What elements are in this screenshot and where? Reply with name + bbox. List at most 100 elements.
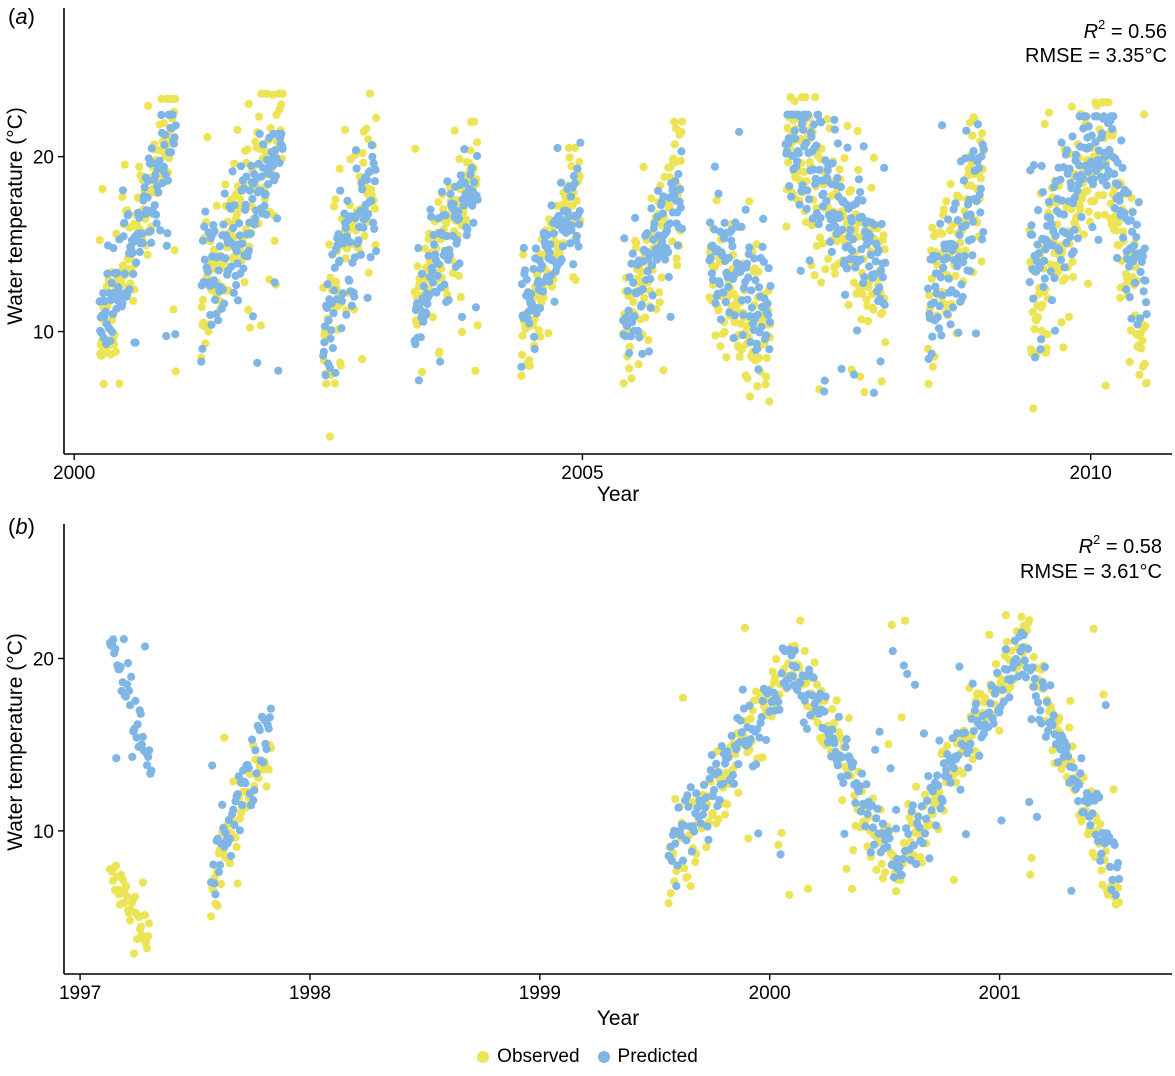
panel-a-point-observed bbox=[455, 155, 464, 164]
panel-a-point-predicted bbox=[337, 324, 346, 333]
panel-a-point-observed bbox=[670, 140, 679, 149]
panel-b-point-predicted bbox=[1076, 769, 1085, 778]
panel-b-point-predicted bbox=[210, 879, 219, 888]
panel-b-point-predicted bbox=[1075, 780, 1084, 789]
panel-a-point-observed bbox=[413, 320, 422, 329]
panel-a-point-observed bbox=[976, 174, 986, 183]
panel-a-point-predicted bbox=[1128, 208, 1137, 217]
panel-a-point-observed bbox=[371, 241, 380, 250]
panel-a-point-predicted bbox=[264, 180, 273, 189]
panel-b-point-predicted bbox=[259, 758, 268, 767]
panel-b-point-predicted bbox=[986, 699, 995, 708]
panel-a-point-predicted bbox=[826, 237, 835, 246]
panel-b-point-predicted bbox=[1044, 726, 1053, 735]
panel-a-point-observed bbox=[359, 158, 368, 167]
panel-a-point-predicted bbox=[1141, 298, 1151, 307]
panel-a-point-predicted bbox=[473, 195, 482, 204]
panel-b-point-observed bbox=[1097, 866, 1106, 875]
panel-a-point-observed bbox=[1125, 357, 1134, 366]
panel-a-point-predicted bbox=[156, 226, 165, 235]
panel-a-point-observed bbox=[570, 143, 580, 152]
panel-a-point-predicted bbox=[1125, 293, 1134, 302]
panel-a-point-predicted bbox=[129, 270, 138, 279]
panel-a-point-predicted bbox=[547, 201, 556, 210]
panel-b-point-predicted bbox=[233, 790, 242, 799]
panel-a-point-observed bbox=[572, 196, 581, 205]
panel-b-point-predicted bbox=[862, 780, 871, 789]
panel-a-point-predicted bbox=[239, 264, 248, 273]
panel-b-point-predicted bbox=[116, 662, 125, 671]
panel-a-point-predicted bbox=[536, 304, 545, 313]
panel-a-point-predicted bbox=[103, 269, 112, 278]
panel-b-point-predicted bbox=[255, 726, 264, 735]
panel-a-point-predicted bbox=[1131, 278, 1140, 287]
panel-a-point-predicted bbox=[866, 231, 875, 240]
panel-a-point-observed bbox=[244, 99, 253, 109]
panel-a-point-predicted bbox=[643, 267, 652, 276]
panel-a-point-predicted bbox=[729, 334, 738, 343]
panel-a-point-observed bbox=[641, 313, 650, 322]
panel-a-point-observed bbox=[99, 379, 108, 389]
panel-a-point-predicted bbox=[368, 152, 377, 161]
panel-a-point-predicted bbox=[446, 189, 455, 199]
panel-a-point-predicted bbox=[871, 257, 880, 266]
panel-b-point-predicted bbox=[1062, 742, 1072, 751]
panel-b-point-predicted bbox=[892, 824, 901, 833]
panel-a-point-observed bbox=[710, 263, 720, 272]
panel-a-point-predicted bbox=[335, 256, 344, 265]
panel-a-point-predicted bbox=[414, 244, 423, 253]
panel-a-point-predicted bbox=[820, 387, 829, 396]
panel-a-point-observed bbox=[517, 371, 526, 380]
panel-a-point-predicted bbox=[232, 247, 241, 256]
panel-a-r2: R2 = 0.56 bbox=[1084, 17, 1167, 43]
panel-a-point-predicted bbox=[124, 210, 133, 219]
panel-b-point-predicted bbox=[895, 862, 904, 871]
panel-a-point-observed bbox=[632, 238, 641, 247]
panel-a-point-predicted bbox=[764, 264, 773, 273]
panel-a-point-predicted bbox=[624, 306, 633, 315]
panel-b-point-observed bbox=[680, 864, 689, 873]
panel-a-point-predicted bbox=[631, 213, 640, 222]
panel-a-point-predicted bbox=[871, 270, 880, 279]
panel-b: (b) 1997 1998 1999 2000 2001 10 20 Year Water … bbox=[4, 514, 1172, 1030]
panel-a-point-predicted bbox=[796, 266, 805, 275]
panel-a-point-predicted bbox=[1109, 112, 1118, 121]
panel-a-point-predicted bbox=[677, 224, 687, 233]
panel-b-point-predicted bbox=[667, 856, 677, 866]
panel-a-point-predicted bbox=[215, 242, 224, 251]
panel-a-point-predicted bbox=[362, 175, 372, 184]
panel-a-point-observed bbox=[644, 336, 653, 345]
panel-a-point-predicted bbox=[120, 269, 129, 278]
panel-a-point-predicted bbox=[846, 225, 855, 234]
panel-a-point-predicted bbox=[957, 280, 966, 289]
panel-a-point-observed bbox=[1044, 108, 1054, 117]
panel-b-point-predicted bbox=[122, 680, 132, 689]
panel-b-point-predicted bbox=[917, 802, 926, 811]
panel-a-point-observed bbox=[1034, 313, 1043, 322]
panel-a-point-predicted bbox=[275, 158, 284, 168]
panel-a-point-observed bbox=[372, 113, 381, 122]
panel-a-point-predicted bbox=[101, 307, 110, 316]
panel-b-point-predicted bbox=[925, 854, 934, 863]
panel-a-point-predicted bbox=[815, 165, 824, 174]
panel-a-point-observed bbox=[97, 351, 106, 360]
panel-b-point-predicted bbox=[964, 763, 973, 772]
panel-a-point-predicted bbox=[221, 254, 230, 263]
panel-b-point-predicted bbox=[703, 822, 712, 831]
panel-a-point-predicted bbox=[131, 338, 140, 347]
panel-b-point-observed bbox=[1017, 612, 1026, 621]
panel-b-y-tick-label: 20 bbox=[33, 649, 54, 670]
panel-a-point-predicted bbox=[427, 212, 436, 221]
panel-a-point-predicted bbox=[236, 162, 246, 171]
panel-a-point-observed bbox=[1099, 191, 1108, 200]
panel-b-point-observed bbox=[849, 846, 858, 855]
panel-a-point-predicted bbox=[135, 247, 144, 257]
panel-a-point-predicted bbox=[650, 219, 659, 228]
panel-a-point-predicted bbox=[163, 229, 172, 238]
panel-a-ylabel: Water temperature (°C) bbox=[4, 107, 27, 325]
panel-a-point-predicted bbox=[763, 299, 772, 308]
panel-b-point-predicted bbox=[672, 882, 681, 891]
panel-b-point-predicted bbox=[238, 801, 247, 810]
panel-a-point-observed bbox=[765, 397, 774, 406]
panel-a-point-predicted bbox=[558, 242, 568, 251]
